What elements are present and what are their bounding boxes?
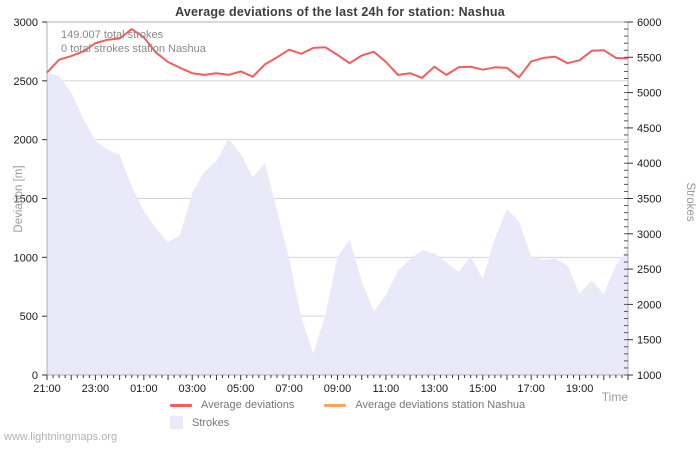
svg-text:17:00: 17:00: [517, 383, 545, 395]
svg-text:2000: 2000: [637, 299, 661, 311]
svg-text:5000: 5000: [637, 88, 661, 100]
x-axis-label: Time: [601, 390, 628, 404]
legend-item-strokes: Strokes: [170, 416, 294, 429]
svg-text:1000: 1000: [14, 252, 38, 264]
svg-text:09:00: 09:00: [324, 383, 352, 395]
legend-label: Average deviations: [201, 399, 295, 411]
legend-item-average-deviations: Average deviations: [170, 399, 294, 411]
svg-text:5500: 5500: [637, 52, 661, 64]
svg-text:01:00: 01:00: [130, 383, 158, 395]
y-axis-label-right: Strokes: [684, 182, 696, 222]
svg-text:13:00: 13:00: [421, 383, 449, 395]
chart-legend: Average deviations Average deviations st…: [170, 399, 525, 429]
legend-line-swatch-red: [170, 403, 192, 407]
chart-title: Average deviations of the last 24h for s…: [175, 5, 505, 19]
annotation-station-strokes: 0 total strokes station Nashua: [61, 43, 206, 55]
svg-text:3000: 3000: [14, 17, 38, 29]
svg-text:4000: 4000: [637, 158, 661, 170]
svg-text:23:00: 23:00: [82, 383, 110, 395]
y-axis-label-left: Deviation [m]: [13, 165, 25, 233]
svg-text:1500: 1500: [637, 335, 661, 347]
legend-line-swatch-orange: [324, 403, 347, 407]
svg-text:3500: 3500: [637, 194, 661, 206]
legend-area-swatch: [170, 416, 183, 429]
svg-text:11:00: 11:00: [373, 383, 400, 395]
legend-label: Strokes: [192, 416, 230, 429]
legend-label: Average deviations station Nashua: [355, 399, 526, 411]
svg-text:19:00: 19:00: [566, 383, 594, 395]
svg-text:05:00: 05:00: [227, 383, 255, 395]
svg-text:1000: 1000: [637, 370, 661, 382]
watermark-link: www.lightningmaps.org: [4, 431, 118, 443]
svg-text:07:00: 07:00: [275, 383, 303, 395]
svg-text:2500: 2500: [14, 76, 38, 88]
svg-text:15:00: 15:00: [469, 383, 497, 395]
svg-text:2500: 2500: [637, 264, 661, 276]
svg-text:6000: 6000: [637, 17, 661, 29]
annotation-total-strokes: 149.007 total strokes: [61, 29, 164, 41]
svg-text:03:00: 03:00: [178, 383, 206, 395]
svg-text:2000: 2000: [14, 135, 38, 147]
svg-text:4500: 4500: [637, 123, 661, 135]
svg-text:3000: 3000: [637, 229, 661, 241]
svg-text:21:00: 21:00: [33, 383, 61, 395]
svg-text:500: 500: [20, 311, 38, 323]
legend-item-station-deviations: Average deviations station Nashua: [324, 399, 525, 411]
svg-text:0: 0: [32, 370, 38, 382]
svg-text:1500: 1500: [14, 194, 38, 206]
